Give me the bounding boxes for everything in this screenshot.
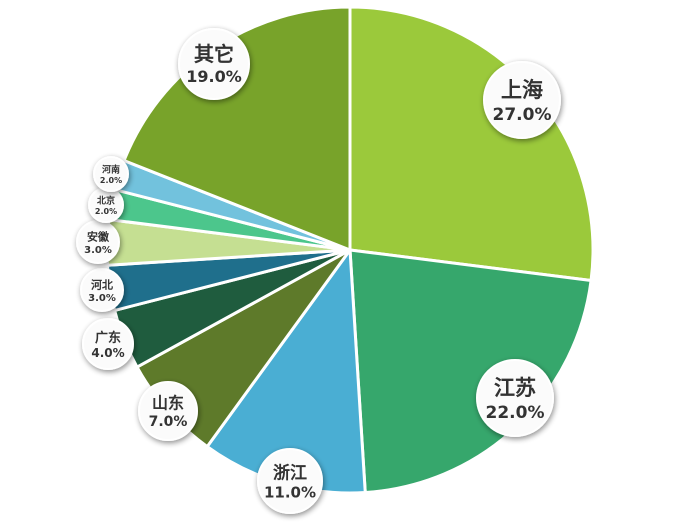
label-bubble bbox=[138, 381, 198, 441]
slice-percent-label: 11.0% bbox=[264, 484, 316, 502]
slice-name-label: 广东 bbox=[95, 330, 121, 346]
slice-label-6: 河北 3.0% bbox=[80, 268, 124, 312]
slice-percent-label: 19.0% bbox=[186, 67, 242, 86]
slice-name-label: 北京 bbox=[97, 195, 115, 207]
slice-percent-label: 2.0% bbox=[95, 207, 117, 216]
slice-label-5: 广东4.0% bbox=[82, 318, 134, 370]
slice-name-label: 其它 bbox=[194, 42, 234, 66]
slice-name-label: 上海 bbox=[501, 78, 543, 102]
slice-name-label: 安徽 bbox=[87, 229, 110, 243]
label-bubble bbox=[483, 61, 561, 139]
slice-label-8: 北京2.0% bbox=[88, 187, 124, 223]
slice-percent-label: 3.0% bbox=[88, 293, 116, 304]
slice-label-2: 江苏 22.0% bbox=[476, 359, 554, 437]
label-bubble bbox=[82, 318, 134, 370]
slice-name-label: 江苏 bbox=[494, 376, 536, 400]
labels-layer: 上海27.0%江苏22.0%浙江11.0%山东7.0%广东4.0%河北3.0%安… bbox=[76, 28, 561, 514]
label-bubble bbox=[257, 448, 323, 514]
slice-percent-label: 27.0% bbox=[493, 105, 552, 125]
label-bubble bbox=[80, 268, 124, 312]
slice-percent-label: 2.0% bbox=[100, 176, 122, 185]
pie-slice-2 bbox=[348, 248, 593, 495]
slice-name-label: 河南 bbox=[102, 164, 120, 176]
label-bubble bbox=[178, 28, 250, 100]
slice-label-9: 河南2.0% bbox=[93, 156, 129, 192]
label-bubble bbox=[93, 156, 129, 192]
slice-name-label: 河北 bbox=[91, 277, 113, 291]
slice-percent-label: 7.0% bbox=[149, 414, 188, 430]
slice-label-4: 山东7.0% bbox=[138, 381, 198, 441]
slice-percent-label: 22.0% bbox=[486, 403, 545, 423]
slice-label-1: 上海 27.0% bbox=[483, 61, 561, 139]
slice-name-label: 山东 bbox=[152, 394, 184, 413]
slices-layer bbox=[105, 5, 595, 495]
slice-percent-label: 3.0% bbox=[84, 245, 112, 256]
pie-slice-1 bbox=[348, 5, 595, 282]
slice-name-label: 浙江 bbox=[273, 462, 307, 483]
slice-label-7: 安徽 3.0% bbox=[76, 220, 120, 264]
slice-percent-label: 4.0% bbox=[91, 346, 124, 360]
label-bubble bbox=[476, 359, 554, 437]
